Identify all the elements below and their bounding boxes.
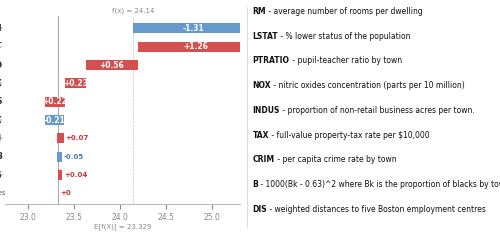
Text: CRIM: CRIM (0, 134, 2, 143)
Text: 16.6 =: 16.6 = (0, 62, 2, 68)
Text: +0.07: +0.07 (66, 135, 89, 141)
Text: - per capita crime rate by town: - per capita crime rate by town (274, 155, 396, 164)
Text: RM: RM (0, 24, 2, 33)
Text: 2.646 =: 2.646 = (0, 172, 2, 178)
Text: LSTAT: LSTAT (0, 42, 2, 51)
Text: - % lower status of the population: - % lower status of the population (278, 32, 410, 41)
Text: NOX: NOX (0, 79, 2, 88)
Text: -1.31: -1.31 (182, 24, 204, 33)
Text: 0.51 =: 0.51 = (0, 80, 5, 86)
Text: 4.05 =: 4.05 = (0, 99, 2, 105)
Text: +0.23: +0.23 (63, 79, 88, 88)
Text: PTRATIO: PTRATIO (0, 61, 2, 69)
Text: -0.21: -0.21 (44, 116, 65, 124)
Text: 0.51 =: 0.51 = (0, 80, 2, 86)
Text: 2.646 =: 2.646 = (0, 172, 5, 178)
Text: 0.092 =: 0.092 = (0, 135, 2, 141)
Text: +0.56: +0.56 (100, 61, 124, 69)
Text: - weighted distances to five Boston employment centres: - weighted distances to five Boston empl… (267, 205, 486, 214)
Text: +0: +0 (60, 190, 71, 197)
Text: 9.04 =: 9.04 = (0, 44, 5, 50)
Bar (133, 23, 254, 33)
X-axis label: E[f(X)] = 23.329: E[f(X)] = 23.329 (94, 224, 151, 230)
Text: - proportion of non-retail business acres per town.: - proportion of non-retail business acre… (280, 106, 474, 115)
Text: 6.416 =: 6.416 = (0, 25, 5, 31)
Text: - 1000(Bk - 0.63)^2 where Bk is the proportion of blacks by town: - 1000(Bk - 0.63)^2 where Bk is the prop… (258, 180, 500, 189)
Bar (44, 115, 64, 125)
Text: CRIM: CRIM (252, 155, 274, 164)
Text: 0.092 =: 0.092 = (0, 135, 5, 141)
Text: B: B (252, 180, 258, 189)
Bar (138, 42, 254, 52)
Text: INDUS: INDUS (252, 106, 280, 115)
Text: +1.26: +1.26 (183, 42, 208, 51)
Text: 395.5 =: 395.5 = (0, 154, 5, 160)
Text: RM: RM (252, 7, 266, 16)
Bar (58, 170, 62, 180)
Text: f(x) = 24.14: f(x) = 24.14 (112, 7, 154, 14)
Text: TAX: TAX (252, 131, 269, 139)
Bar (44, 97, 65, 107)
Text: - full-value property-tax rate per $10,000: - full-value property-tax rate per $10,0… (269, 131, 430, 139)
Text: DIS: DIS (0, 171, 2, 180)
Text: 296 =: 296 = (0, 117, 2, 123)
Bar (86, 60, 138, 70)
Text: NOX: NOX (252, 81, 271, 90)
Text: 395.5 =: 395.5 = (0, 154, 2, 160)
Text: PTRATIO: PTRATIO (252, 56, 290, 66)
Text: +0.22: +0.22 (42, 97, 67, 106)
Text: DIS: DIS (252, 205, 267, 214)
Text: TAX: TAX (0, 116, 2, 124)
Text: LSTAT: LSTAT (252, 32, 278, 41)
Text: +0.04: +0.04 (64, 172, 88, 178)
Text: 4 other features: 4 other features (0, 190, 5, 197)
Text: 296 =: 296 = (0, 117, 5, 123)
Text: -0.05: -0.05 (64, 154, 84, 160)
Text: 9.04 =: 9.04 = (0, 44, 2, 50)
Text: INDUS: INDUS (0, 97, 2, 106)
Bar (58, 133, 64, 143)
Text: 4.05 =: 4.05 = (0, 99, 5, 105)
Text: 16.6 =: 16.6 = (0, 62, 5, 68)
Bar (65, 78, 86, 88)
Text: B: B (0, 152, 2, 161)
Text: - pupil-teacher ratio by town: - pupil-teacher ratio by town (290, 56, 402, 66)
Bar (58, 152, 62, 162)
Text: - nitric oxides concentration (parts per 10 million): - nitric oxides concentration (parts per… (271, 81, 465, 90)
Text: - average number of rooms per dwelling: - average number of rooms per dwelling (266, 7, 423, 16)
Text: 6.416 =: 6.416 = (0, 25, 2, 31)
